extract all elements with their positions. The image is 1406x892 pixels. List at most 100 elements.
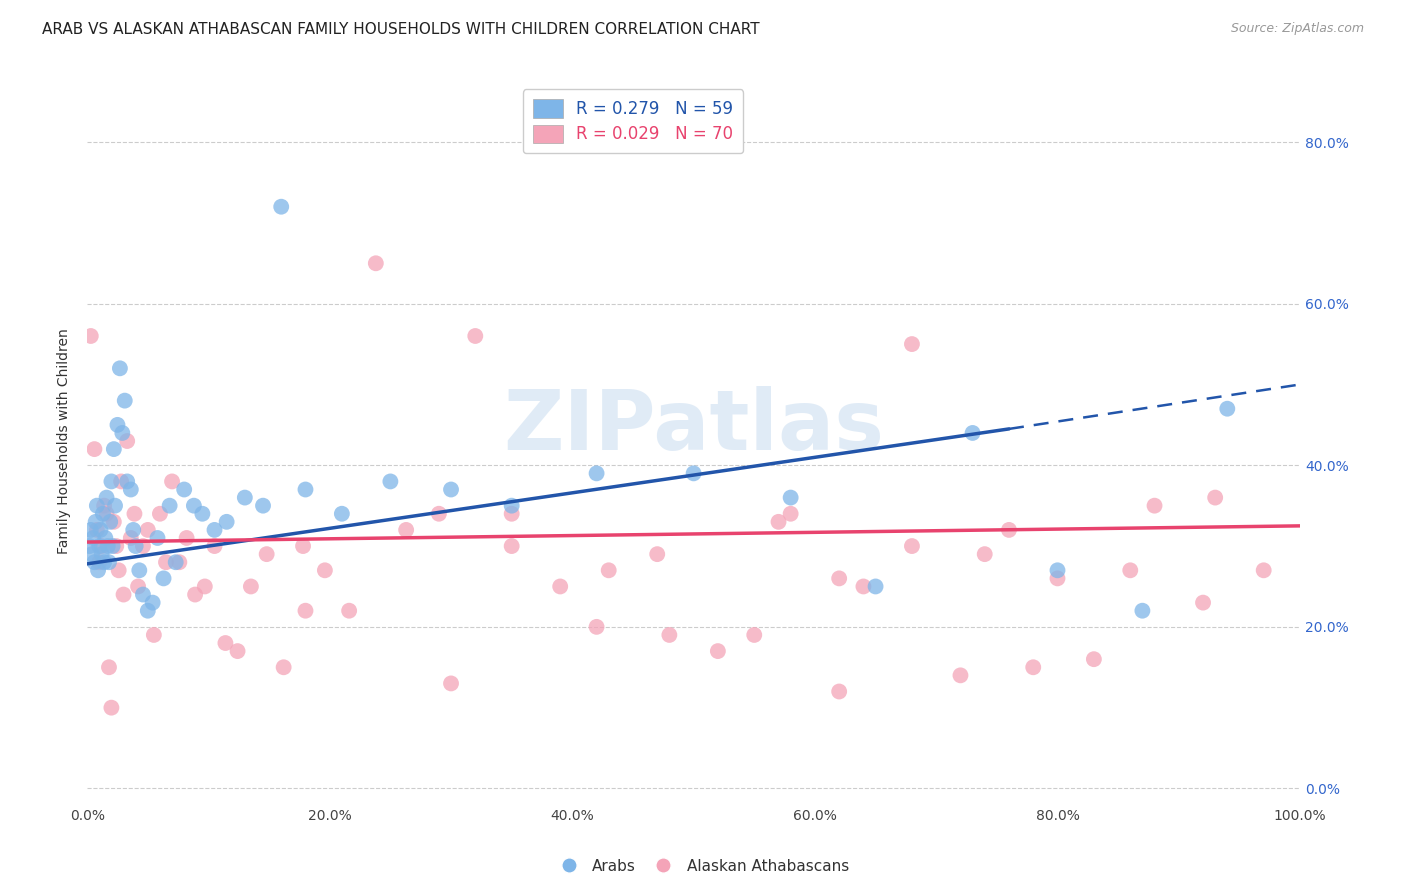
Point (768, 515, 790, 529)
Point (585, 620, 607, 634)
Point (380, 475, 402, 489)
Point (1119, 563, 1142, 577)
Legend: Arabs, Alaskan Athabascans: Arabs, Alaskan Athabascans (551, 853, 855, 880)
Point (548, 579, 571, 593)
Point (779, 491, 801, 505)
Point (337, 604, 360, 618)
Point (828, 571, 851, 585)
Point (949, 668, 972, 682)
Point (173, 483, 195, 497)
Point (111, 425, 134, 440)
Point (973, 547, 995, 561)
Point (94, 531, 117, 545)
Point (136, 523, 159, 537)
Point (682, 467, 704, 481)
Text: ZIPatlas: ZIPatlas (503, 386, 884, 467)
Point (100, 700, 122, 714)
Point (132, 539, 155, 553)
Point (114, 393, 136, 408)
Point (852, 579, 875, 593)
Point (115, 475, 138, 489)
Point (115, 434, 138, 448)
Point (107, 563, 129, 577)
Point (83, 442, 105, 456)
Point (440, 483, 463, 497)
Point (501, 539, 523, 553)
Point (169, 555, 191, 569)
Point (962, 425, 984, 440)
Point (142, 596, 165, 610)
Point (330, 507, 353, 521)
Point (132, 588, 155, 602)
Legend: R = 0.279   N = 59, R = 0.029   N = 70: R = 0.279 N = 59, R = 0.029 N = 70 (523, 89, 744, 153)
Point (93, 555, 115, 569)
Point (105, 539, 128, 553)
Point (93, 499, 115, 513)
Point (464, 329, 486, 343)
Point (1216, 401, 1239, 416)
Point (1046, 563, 1069, 577)
Point (707, 644, 730, 658)
Point (120, 483, 142, 497)
Point (98, 555, 121, 569)
Point (585, 467, 607, 481)
Point (294, 483, 316, 497)
Point (364, 256, 387, 270)
Point (273, 660, 295, 674)
Point (1204, 491, 1226, 505)
Y-axis label: Family Households with Children: Family Households with Children (58, 328, 72, 554)
Point (901, 337, 924, 351)
Point (136, 604, 159, 618)
Point (104, 499, 127, 513)
Point (214, 636, 236, 650)
Point (779, 507, 801, 521)
Point (239, 579, 262, 593)
Point (204, 523, 226, 537)
Point (215, 515, 238, 529)
Point (828, 684, 851, 698)
Point (1253, 563, 1275, 577)
Point (165, 555, 187, 569)
Point (83, 555, 105, 569)
Point (658, 628, 681, 642)
Text: ARAB VS ALASKAN ATHABASCAN FAMILY HOUSEHOLDS WITH CHILDREN CORRELATION CHART: ARAB VS ALASKAN ATHABASCAN FAMILY HOUSEH… (42, 22, 759, 37)
Point (501, 499, 523, 513)
Point (80, 329, 103, 343)
Point (79, 539, 101, 553)
Point (90, 539, 112, 553)
Point (112, 588, 135, 602)
Point (89, 539, 111, 553)
Point (427, 507, 450, 521)
Point (191, 507, 214, 521)
Point (159, 499, 181, 513)
Point (97, 539, 120, 553)
Point (233, 491, 256, 505)
Point (103, 515, 125, 529)
Point (501, 507, 523, 521)
Point (87, 563, 110, 577)
Point (183, 499, 205, 513)
Point (155, 555, 177, 569)
Point (865, 579, 887, 593)
Point (103, 442, 125, 456)
Point (270, 200, 292, 214)
Point (96, 507, 118, 521)
Point (149, 507, 172, 521)
Point (440, 676, 463, 690)
Point (252, 499, 274, 513)
Point (1143, 499, 1166, 513)
Point (998, 523, 1021, 537)
Point (1132, 604, 1154, 618)
Point (90, 547, 112, 561)
Point (160, 475, 183, 489)
Point (742, 628, 765, 642)
Point (1022, 660, 1045, 674)
Point (176, 531, 198, 545)
Point (152, 571, 174, 585)
Point (110, 475, 132, 489)
Point (122, 523, 145, 537)
Point (82, 531, 104, 545)
Point (1083, 652, 1105, 666)
Point (184, 588, 207, 602)
Point (226, 644, 249, 658)
